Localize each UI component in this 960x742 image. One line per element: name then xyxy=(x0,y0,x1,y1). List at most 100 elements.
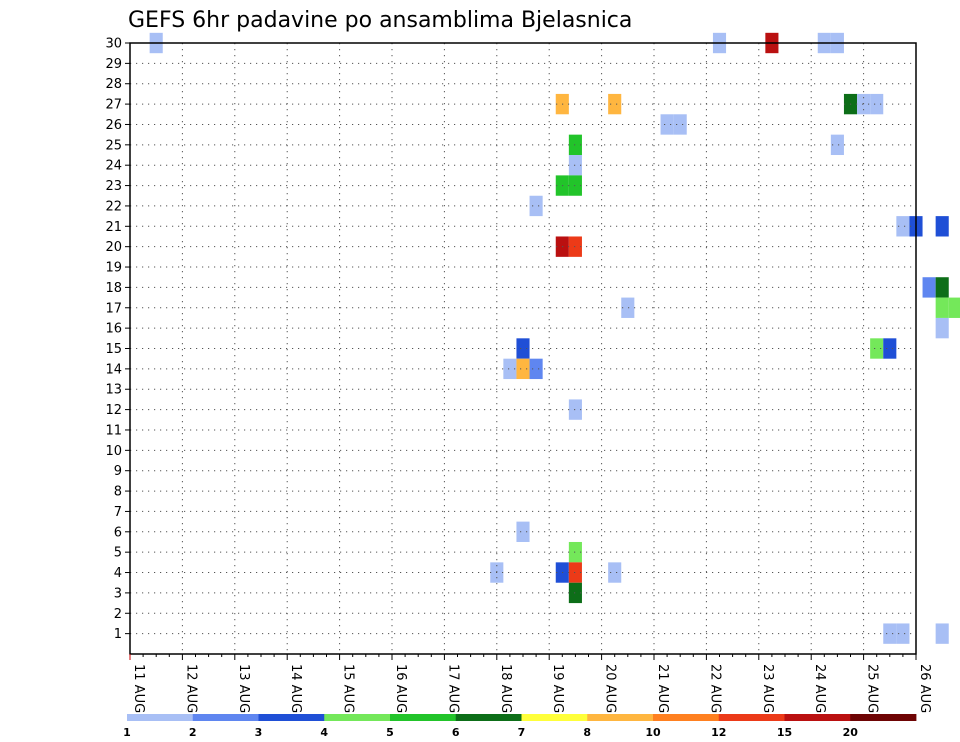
y-tick-label: 5 xyxy=(114,546,122,561)
y-axis: 1234567891011121314151617181920212223242… xyxy=(105,37,130,642)
y-tick-label: 9 xyxy=(114,464,122,479)
data-cell xyxy=(503,358,517,380)
colorbar-segment xyxy=(192,714,259,721)
data-cell xyxy=(621,297,635,318)
colorbar-label: 15 xyxy=(777,726,792,739)
x-tick-label: 14 AUG xyxy=(288,664,303,713)
x-tick-label: 12 AUG xyxy=(183,664,198,713)
x-tick-label: 19 AUG xyxy=(550,664,565,713)
colorbar-label: 4 xyxy=(320,726,328,739)
colorbar-label: 10 xyxy=(645,726,661,739)
colorbar-segment xyxy=(587,714,654,721)
y-tick-label: 17 xyxy=(105,301,122,316)
y-tick-label: 26 xyxy=(105,118,122,133)
y-tick-label: 25 xyxy=(105,138,122,153)
data-cell xyxy=(568,175,582,196)
data-cell xyxy=(896,623,910,644)
data-cell xyxy=(935,317,949,339)
data-cell xyxy=(883,338,897,359)
y-tick-label: 12 xyxy=(105,403,122,418)
x-tick-label: 18 AUG xyxy=(498,664,513,713)
data-cell xyxy=(948,297,960,318)
colorbar-label: 20 xyxy=(843,726,859,739)
x-tick-label: 26 AUG xyxy=(917,664,932,713)
colorbar-label: 6 xyxy=(452,726,460,739)
data-cell xyxy=(529,195,543,217)
y-tick-label: 6 xyxy=(114,525,122,540)
data-cell xyxy=(896,216,910,237)
x-tick-label: 22 AUG xyxy=(707,664,722,713)
colorbar-segment xyxy=(653,714,720,721)
data-cell xyxy=(673,114,687,135)
y-tick-label: 19 xyxy=(105,261,122,276)
y-tick-label: 30 xyxy=(105,37,122,52)
data-cell xyxy=(516,521,530,542)
data-cell xyxy=(922,277,936,298)
y-tick-label: 20 xyxy=(105,240,122,255)
colorbar-label: 12 xyxy=(711,726,726,739)
y-tick-label: 10 xyxy=(105,444,122,459)
x-tick-label: 24 AUG xyxy=(812,664,827,713)
colorbar: 1 2 3 4 5 6 7 8 10 12 15 20 xyxy=(123,714,917,739)
data-cell xyxy=(830,134,844,156)
y-tick-label: 14 xyxy=(105,362,122,377)
colorbar-label: 8 xyxy=(583,726,591,739)
y-tick-label: 11 xyxy=(105,423,122,438)
y-tick-label: 21 xyxy=(105,220,122,235)
colorbar-segment xyxy=(258,714,325,721)
x-tick-label: 16 AUG xyxy=(393,664,408,713)
data-cell xyxy=(883,623,897,644)
colorbar-label: 3 xyxy=(255,726,263,739)
colorbar-segment xyxy=(521,714,588,721)
data-cell xyxy=(568,399,582,420)
x-tick-label: 23 AUG xyxy=(760,664,775,713)
y-tick-label: 15 xyxy=(105,342,122,357)
data-cell xyxy=(935,216,949,237)
chart-title: GEFS 6hr padavine po ansamblima Bjelasni… xyxy=(128,8,632,33)
y-tick-label: 3 xyxy=(114,586,122,601)
data-cell xyxy=(935,297,949,318)
colorbar-segment xyxy=(324,714,391,721)
colorbar-segment xyxy=(127,714,194,721)
y-tick-label: 13 xyxy=(105,383,122,398)
y-tick-label: 2 xyxy=(114,607,122,622)
data-cell xyxy=(935,623,949,644)
data-cell xyxy=(608,93,622,115)
colorbar-segment xyxy=(784,714,851,721)
colorbar-label: 2 xyxy=(189,726,197,739)
y-tick-label: 7 xyxy=(114,505,122,520)
y-tick-label: 23 xyxy=(105,179,122,194)
data-cell xyxy=(529,358,543,380)
y-tick-label: 18 xyxy=(105,281,122,296)
x-tick-label: 15 AUG xyxy=(341,664,356,713)
x-tick-label: 17 AUG xyxy=(445,664,460,713)
data-cell xyxy=(568,236,582,257)
data-cell xyxy=(568,134,582,156)
colorbar-segment xyxy=(455,714,522,721)
colorbar-segment xyxy=(850,714,917,721)
data-cell xyxy=(935,277,949,298)
y-tick-label: 27 xyxy=(105,98,122,113)
colorbar-label: 1 xyxy=(123,726,131,739)
grid-layer xyxy=(130,43,916,654)
y-tick-label: 22 xyxy=(105,199,122,214)
data-cell xyxy=(568,582,582,604)
y-tick-label: 4 xyxy=(114,566,122,581)
data-cell xyxy=(568,562,582,583)
x-tick-label: 20 AUG xyxy=(603,664,618,713)
y-tick-label: 29 xyxy=(105,57,122,72)
data-cell xyxy=(870,338,884,359)
x-tick-label: 21 AUG xyxy=(655,664,670,713)
y-tick-label: 8 xyxy=(114,485,122,500)
data-cell xyxy=(516,338,530,359)
colorbar-label: 7 xyxy=(518,726,526,739)
colorbar-segment xyxy=(390,714,457,721)
y-tick-label: 24 xyxy=(105,159,122,174)
data-cell xyxy=(568,541,582,563)
y-tick-label: 28 xyxy=(105,77,122,92)
y-tick-label: 1 xyxy=(114,627,122,642)
colorbar-segment xyxy=(718,714,785,721)
data-cell xyxy=(870,93,884,115)
y-tick-label: 16 xyxy=(105,322,122,337)
